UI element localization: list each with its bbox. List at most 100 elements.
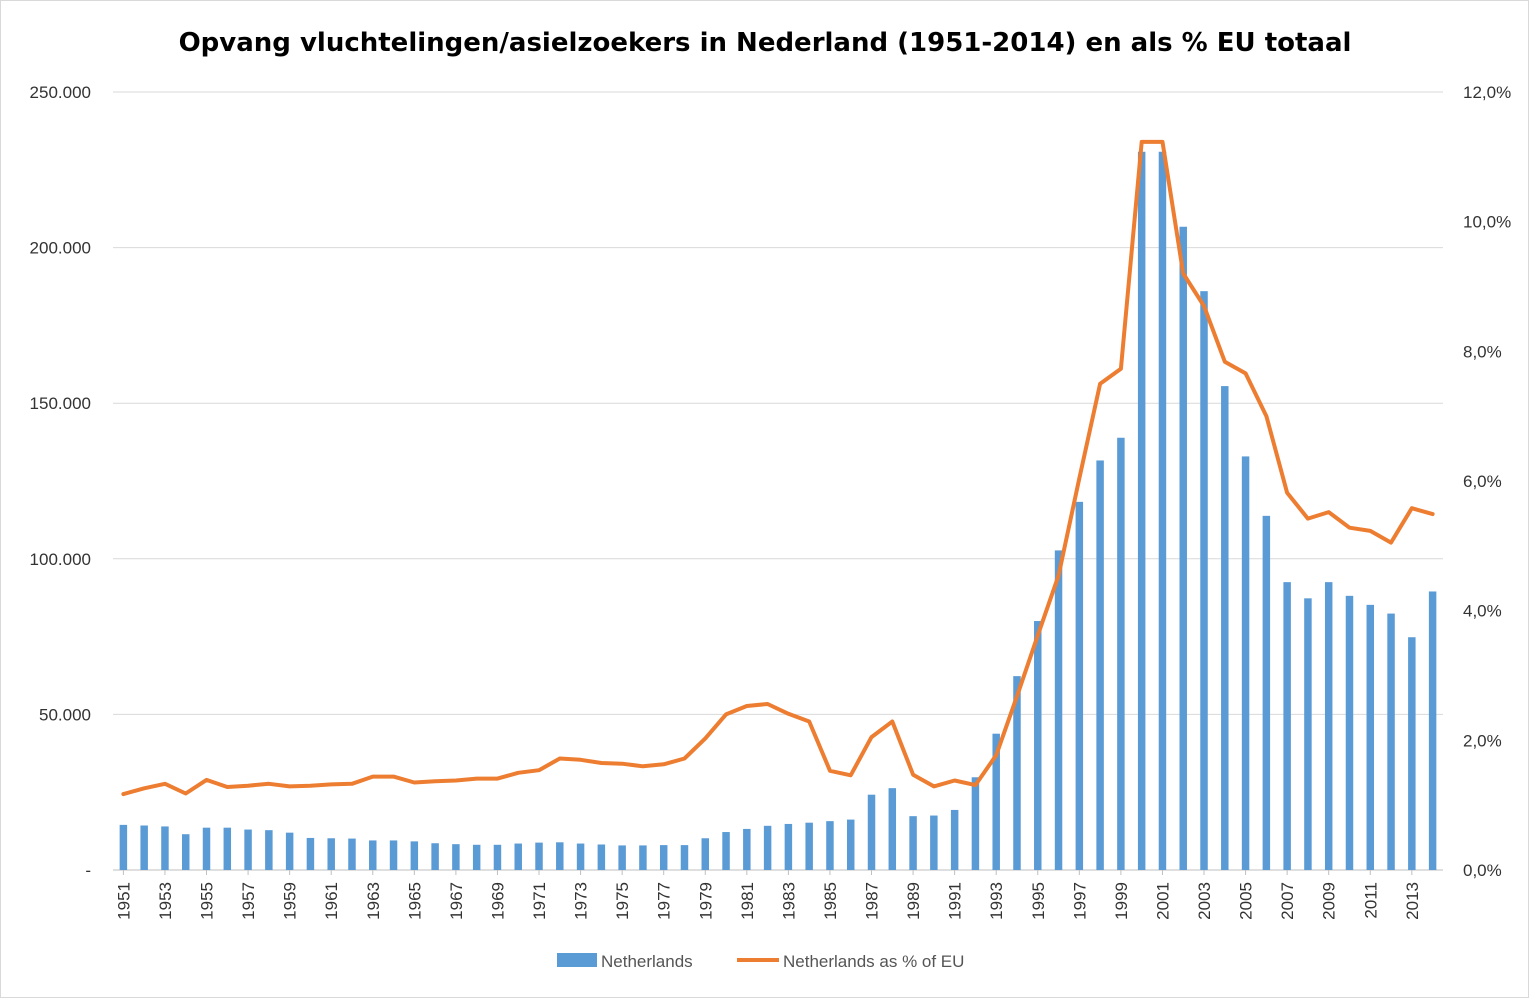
line-point-1966: [433, 779, 437, 783]
x-tick-label: 1955: [198, 882, 217, 920]
bar-1974: [597, 844, 606, 870]
bar-2010: [1345, 595, 1354, 870]
bar-2004: [1221, 386, 1229, 870]
bar-1953: [161, 826, 169, 870]
x-tick-label: 1957: [239, 882, 258, 920]
line-point-2004: [1223, 360, 1227, 364]
bar-2013: [1408, 637, 1416, 870]
bar-1980: [722, 832, 730, 870]
line-point-1977: [662, 762, 666, 766]
bar-1975: [618, 845, 626, 870]
bar-2000: [1137, 151, 1146, 871]
x-tick-label: 2005: [1237, 882, 1256, 920]
line-point-2001: [1160, 140, 1164, 144]
line-point-1979: [703, 736, 707, 740]
x-tick-label: 1961: [322, 882, 341, 920]
line-point-2010: [1347, 526, 1351, 530]
bar-1955: [202, 827, 211, 870]
bar-2001: [1158, 151, 1167, 871]
line-point-2013: [1410, 506, 1414, 510]
x-tick-label: 1969: [488, 882, 507, 920]
x-tick-label: 2011: [1361, 882, 1380, 919]
line-point-1982: [766, 702, 770, 706]
line-point-2003: [1202, 304, 1206, 308]
y-left-tick-label: 150.000: [30, 394, 91, 413]
bar-1979: [701, 838, 710, 870]
bar-1962: [348, 838, 356, 870]
line-point-2002: [1181, 272, 1185, 276]
bar-1986: [846, 819, 855, 870]
x-tick-label: 1989: [904, 882, 923, 920]
line-point-1978: [682, 756, 686, 760]
bar-1966: [431, 843, 439, 870]
x-tick-label: 2013: [1403, 882, 1422, 920]
line-point-1988: [890, 720, 894, 724]
bar-1978: [680, 845, 689, 870]
line-point-1975: [620, 762, 624, 766]
x-tick-label: 1995: [1029, 882, 1048, 920]
y-right-tick-label: 12,0%: [1463, 83, 1511, 102]
line-point-1992: [973, 783, 977, 787]
x-tick-label: 1953: [156, 882, 175, 920]
legend: Netherlands Netherlands as % of EU: [557, 952, 964, 971]
y-right-tick-label: 4,0%: [1463, 602, 1502, 621]
line-point-1962: [350, 782, 354, 786]
line-point-1997: [1077, 476, 1081, 480]
bar-1959: [285, 832, 294, 870]
x-tick-label: 1963: [364, 882, 383, 920]
bar-1977: [659, 845, 668, 870]
bar-1983: [784, 823, 793, 870]
line-point-1951: [121, 792, 125, 796]
x-tick-label: 1981: [738, 882, 757, 920]
line-point-1968: [475, 777, 479, 781]
line-point-1954: [184, 791, 188, 795]
chart-title: Opvang vluchtelingen/asielzoekers in Ned…: [179, 28, 1352, 58]
y-right-tick-label: 6,0%: [1463, 472, 1502, 491]
line-point-1993: [994, 753, 998, 757]
line-point-2007: [1285, 491, 1289, 495]
y-right-tick-label: 0,0%: [1463, 861, 1502, 880]
x-tick-label: 1973: [572, 882, 591, 920]
x-tick-label: 2009: [1320, 882, 1339, 920]
line-point-1998: [1098, 382, 1102, 386]
line-point-1959: [288, 784, 292, 788]
line-point-1991: [953, 779, 957, 783]
x-tick-label: 1971: [530, 882, 549, 920]
bar-2014: [1428, 591, 1437, 870]
bar-1964: [389, 840, 398, 870]
line-point-1957: [246, 784, 250, 788]
x-tick-label: 1985: [821, 882, 840, 920]
line-point-2009: [1327, 510, 1331, 514]
line-point-1990: [932, 784, 936, 788]
line-point-1985: [828, 769, 832, 773]
line-point-1970: [516, 771, 520, 775]
line-netherlands-pct-eu: [121, 139, 1435, 797]
bar-1994: [1013, 676, 1021, 870]
legend-swatch-netherlands: [557, 953, 597, 967]
bar-1999: [1117, 437, 1125, 870]
line-point-1976: [641, 764, 645, 768]
x-tick-label: 2003: [1195, 882, 1214, 920]
x-tick-label: 1951: [114, 882, 133, 920]
bar-1956: [223, 827, 232, 870]
bar-1969: [493, 844, 502, 870]
bar-1984: [805, 822, 813, 870]
line-point-1972: [558, 756, 562, 760]
line-point-2005: [1244, 371, 1248, 375]
line-point-1994: [1015, 694, 1019, 698]
line-point-1996: [1057, 574, 1061, 578]
y-right-tick-label: 8,0%: [1463, 342, 1502, 361]
bar-1973: [576, 843, 585, 870]
bar-1976: [639, 845, 647, 870]
line-point-1983: [786, 712, 790, 716]
bar-1982: [763, 825, 772, 870]
bar-1958: [265, 830, 273, 870]
bar-1997: [1075, 501, 1084, 870]
line-point-1980: [724, 712, 728, 716]
bar-1981: [743, 828, 751, 870]
line-point-1960: [308, 784, 312, 788]
bar-1998: [1096, 460, 1104, 870]
bar-1960: [306, 837, 315, 870]
x-tick-label: 2001: [1153, 882, 1172, 920]
